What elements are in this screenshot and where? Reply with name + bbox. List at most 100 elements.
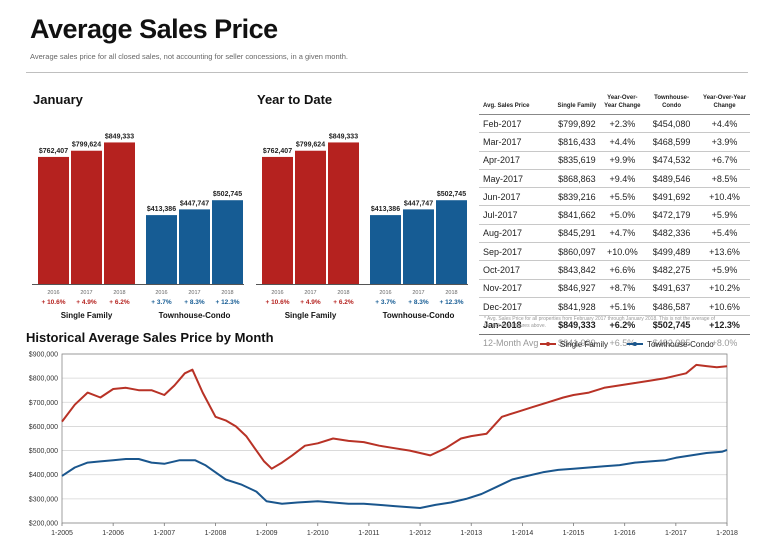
table-row: Jan-2018 $849,333 +6.2% $502,745 +12.3% (479, 315, 750, 335)
row-single-family: $846,927 (553, 279, 601, 298)
row-tc-change: +12.3% (699, 315, 750, 335)
y-tick-label: $500,000 (29, 448, 58, 455)
bar-value-label: $447,747 (404, 200, 433, 207)
bar-single-family-2017 (295, 150, 326, 284)
january-panel-title: January (33, 92, 83, 107)
legend-label: Townhouse-Condo (647, 340, 714, 349)
col-header-single-family: Single Family (553, 92, 601, 115)
table-row: Sep-2017 $860,097 +10.0% $499,489 +13.6% (479, 242, 750, 262)
col-header-tc-change: Year-Over-Year Change (699, 92, 750, 115)
row-month: Dec-2017 (479, 297, 554, 317)
y-tick-label: $400,000 (29, 472, 58, 479)
row-sf-change: +6.6% (600, 260, 645, 280)
history-title: Historical Average Sales Price by Month (26, 330, 274, 345)
row-townhouse: $502,745 (644, 315, 700, 335)
sales-price-table: Avg. Sales Price Single Family Year-Over… (479, 92, 750, 352)
row-month: Nov-2017 (479, 279, 554, 298)
bar-townhouse-condo-2017 (179, 209, 210, 284)
row-sf-change: +6.5% (609, 338, 636, 349)
row-month: Jul-2017 (479, 205, 554, 225)
row-month: Jun-2017 (479, 187, 554, 207)
bar-single-family-2017 (71, 150, 102, 284)
bar-year-label: 2018 (113, 290, 125, 296)
bar-change-label: + 8.3% (408, 299, 429, 306)
row-townhouse: $482,985 (652, 338, 691, 349)
row-townhouse: $491,692 (644, 187, 700, 207)
row-sf-change: +5.5% (600, 187, 645, 207)
bar-year-label: 2016 (155, 290, 167, 296)
row-single-family: $835,619 (553, 151, 601, 170)
x-tick-label: 1-2017 (665, 530, 687, 537)
bar-townhouse-condo-2016 (370, 215, 401, 284)
bar-change-label: + 8.3% (184, 299, 205, 306)
title-divider (26, 72, 748, 73)
row-month: Sep-2017 (479, 242, 554, 262)
y-tick-label: $600,000 (29, 424, 58, 431)
y-tick-label: $200,000 (29, 521, 58, 528)
row-single-family: $843,842 (553, 260, 601, 280)
y-tick-label: $700,000 (29, 400, 58, 407)
row-tc-change: +6.7% (699, 151, 750, 170)
row-sf-change: +5.0% (600, 205, 645, 225)
bar-group-label: Townhouse-Condo (159, 311, 231, 320)
bar-change-label: + 10.6% (265, 299, 289, 306)
bar-value-label: $413,386 (147, 206, 176, 213)
row-townhouse: $454,080 (644, 114, 700, 134)
table-header-row: Avg. Sales Price Single Family Year-Over… (479, 92, 750, 115)
bar-single-family-2018 (328, 142, 359, 284)
row-single-family: $816,433 (553, 132, 601, 152)
row-tc-change: +5.4% (699, 224, 750, 244)
row-townhouse: $482,336 (644, 224, 700, 244)
table-row: 12-Month Avg $841,999 +6.5% $482,985 +8.0% (479, 334, 750, 352)
row-month: Mar-2017 (479, 132, 554, 152)
row-sf-change: +8.7% (600, 279, 645, 298)
ytd-bar-chart: $762,407 2016 + 10.6% $799,624 2017 + 4.9% $84… (256, 133, 468, 320)
row-sf-change: +9.4% (600, 169, 645, 189)
x-tick-label: 1-2015 (563, 530, 585, 537)
y-tick-label: $900,000 (29, 352, 58, 359)
col-header-sf-change: Year-Over-Year Change (600, 92, 645, 115)
bar-change-label: + 4.9% (300, 299, 321, 306)
bar-value-label: $849,333 (329, 133, 358, 140)
row-month: May-2017 (479, 169, 554, 189)
bar-value-label: $762,407 (263, 148, 292, 155)
page-subtitle: Average sales price for all closed sales… (30, 52, 348, 61)
col-header-month: Avg. Sales Price (479, 92, 554, 115)
row-tc-change: +4.4% (699, 114, 750, 134)
y-tick-label: $300,000 (29, 496, 58, 503)
bar-year-label: 2018 (337, 290, 349, 296)
legend-marker (633, 342, 637, 346)
bar-group-label: Townhouse-Condo (383, 311, 455, 320)
row-tc-change: +5.9% (699, 205, 750, 225)
row-tc-change: +13.6% (699, 242, 750, 262)
row-sf-change: +4.7% (600, 224, 645, 244)
ytd-panel-title: Year to Date (257, 92, 333, 107)
bar-year-label: 2017 (188, 290, 200, 296)
x-tick-label: 1-2008 (205, 530, 227, 537)
row-townhouse: $468,599 (644, 132, 700, 152)
history-line-chart: $200,000 $300,000 $400,000 $500,000 $600,000… (29, 340, 738, 537)
bar-year-label: 2016 (47, 290, 59, 296)
table-row: Feb-2017 $799,892 +2.3% $454,080 +4.4% (479, 114, 750, 134)
bar-year-label: 2018 (221, 290, 233, 296)
x-tick-label: 1-2018 (716, 530, 738, 537)
table-row: May-2017 $868,863 +9.4% $489,546 +8.5% (479, 169, 750, 189)
row-single-family: $841,999 (558, 338, 596, 349)
x-tick-label: 1-2005 (51, 530, 73, 537)
row-sf-change: +10.0% (600, 242, 645, 262)
bar-townhouse-condo-2016 (146, 215, 177, 284)
row-month: 12-Month Avg (483, 338, 539, 349)
row-sf-change: +6.2% (600, 315, 645, 335)
row-townhouse: $499,489 (644, 242, 700, 262)
legend-label: Single Family (560, 340, 608, 349)
row-single-family: $845,291 (553, 224, 601, 244)
series-line-single-family (61, 363, 728, 470)
row-single-family: $839,216 (553, 187, 601, 207)
bar-change-label: + 6.2% (333, 299, 354, 306)
row-sf-change: +9.9% (600, 151, 645, 170)
bar-value-label: $799,624 (296, 142, 325, 149)
series-line-townhouse-condo (61, 448, 728, 509)
x-tick-label: 1-2006 (102, 530, 124, 537)
bar-value-label: $762,407 (39, 148, 68, 155)
row-tc-change: +10.6% (699, 297, 750, 317)
